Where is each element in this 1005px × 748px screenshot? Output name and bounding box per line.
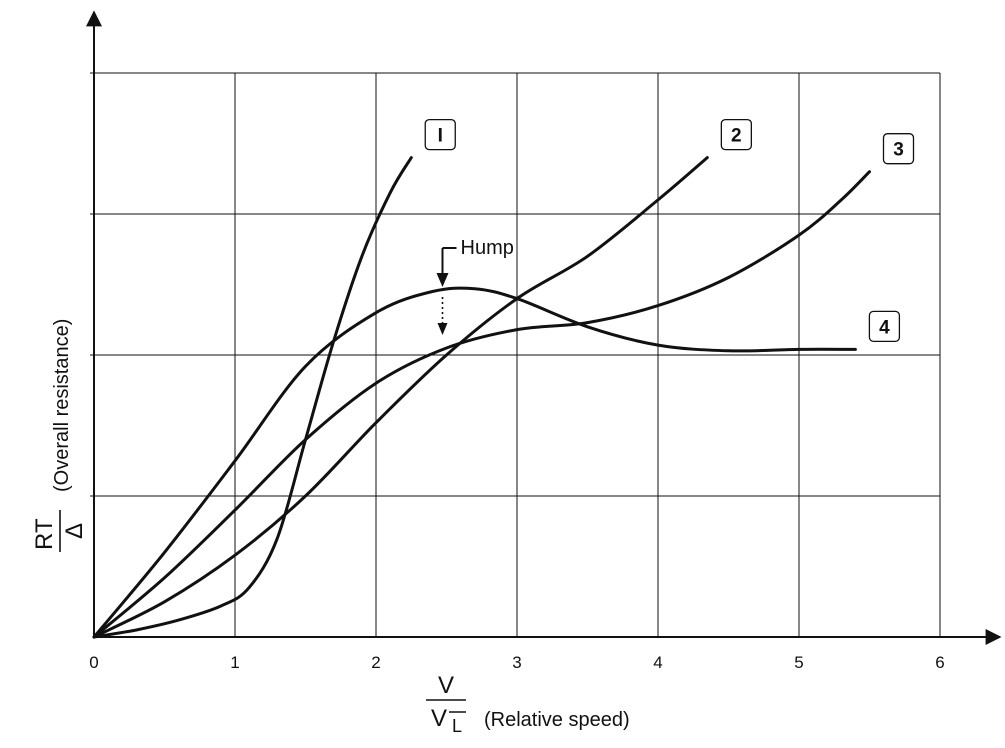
x-tick-label-1: 1: [230, 653, 239, 672]
y-label-denominator: Δ: [61, 523, 88, 539]
axes: [86, 10, 1002, 645]
x-label-denominator: V: [431, 705, 447, 732]
series-line-2: [92, 156, 709, 639]
y-axis-label: R T Δ (Overall resistance): [31, 319, 88, 552]
series-label-text: 4: [879, 317, 890, 338]
curves: [92, 156, 871, 639]
series-label-text: 3: [893, 140, 904, 161]
hump-label: Hump: [461, 237, 514, 259]
series-label-1: I: [424, 118, 456, 151]
x-tick-label-2: 2: [371, 653, 380, 672]
x-label-denominator-subscript: L: [452, 716, 462, 736]
series-label-text: 2: [731, 126, 742, 147]
annotations: Hump: [436, 237, 514, 335]
x-tick-labels: 0 1 2 3 4 5 6: [89, 653, 944, 672]
series-label-2: 2: [720, 118, 752, 151]
hump-dotted-arrowhead: [437, 323, 448, 335]
series-label-text: I: [438, 126, 443, 147]
x-tick-label-0: 0: [89, 653, 98, 672]
y-label-text: (Overall resistance): [51, 319, 73, 492]
y-label-numerator-subscript: T: [31, 518, 58, 533]
series-labels: I 2 3 4: [424, 118, 915, 343]
grid: [94, 72, 941, 637]
series-line-3: [92, 170, 871, 639]
series-line-4: [92, 286, 857, 639]
series-label-box: [720, 118, 752, 151]
x-label-numerator: V: [438, 672, 454, 699]
series-label-box: [882, 133, 915, 165]
x-label-text: (Relative speed): [484, 709, 630, 731]
x-tick-label-6: 6: [935, 653, 944, 672]
series-label-3: 3: [882, 133, 915, 165]
hump-annotation: Hump: [436, 237, 514, 335]
x-axis-label: V V L (Relative speed): [426, 672, 630, 736]
x-tick-label-3: 3: [512, 653, 521, 672]
x-tick-label-5: 5: [794, 653, 803, 672]
series-label-4: 4: [868, 310, 901, 343]
series-label-box: [868, 310, 901, 343]
hump-arrowhead: [436, 273, 449, 287]
x-tick-label-4: 4: [653, 653, 662, 672]
series-line-1: [92, 156, 413, 639]
y-label-numerator: R: [31, 533, 58, 550]
series-label-box: [424, 118, 456, 151]
